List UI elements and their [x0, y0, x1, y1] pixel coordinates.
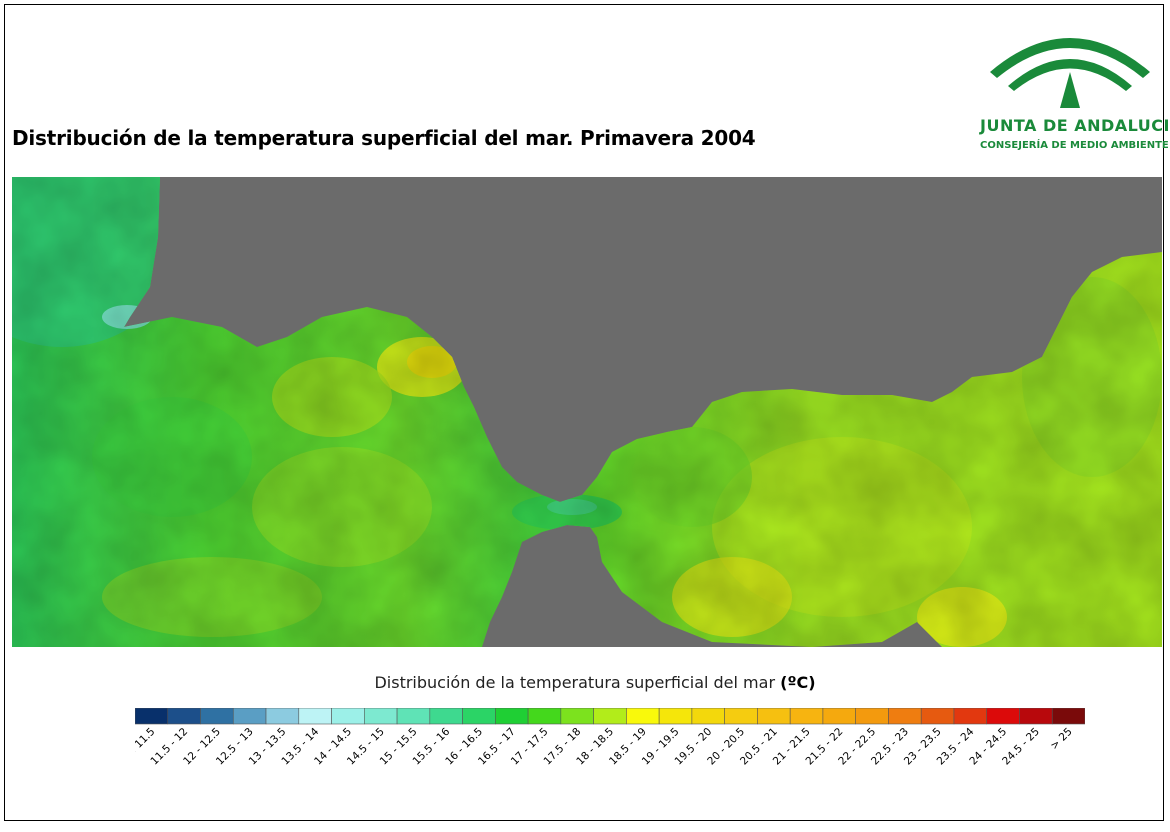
legend-unit: (ºC): [780, 673, 816, 692]
legend-swatch: [789, 707, 824, 725]
junta-de-andalucia-logo: JUNTA DE ANDALUCIA CONSEJERÍA DE MEDIO A…: [980, 12, 1170, 162]
legend-swatch: [462, 707, 496, 725]
legend-swatch: [298, 707, 332, 725]
legend-swatch: [724, 707, 758, 725]
legend-swatch: [626, 707, 660, 725]
legend-swatch: [495, 707, 529, 725]
legend-swatch: [167, 707, 201, 725]
legend-swatch: [888, 707, 922, 725]
legend-swatch: [134, 707, 169, 725]
legend-swatch: [986, 707, 1020, 725]
legend-swatch: [200, 707, 234, 725]
legend-swatch: [822, 707, 856, 725]
legend-swatch: [396, 707, 431, 725]
legend-swatch: [855, 707, 889, 725]
legend-label: > 25: [1048, 726, 1075, 753]
sea-temperature-map-svg: [12, 177, 1162, 647]
legend-swatch: [658, 707, 693, 725]
legend-swatch: [527, 707, 562, 725]
legend-swatch: [691, 707, 725, 725]
map-title: Distribución de la temperatura superfici…: [12, 126, 756, 150]
sea-temperature-map: [12, 177, 1162, 647]
legend-swatch: [757, 707, 791, 725]
legend-swatch: [560, 707, 594, 725]
temperature-legend: < 11.5 11.5 - 12 12 - 12.5 12.5 - 13 13 - 13…: [124, 707, 1086, 828]
legend-title-text: Distribución de la temperatura superfici…: [374, 673, 776, 692]
logo-org-name: JUNTA DE ANDALUCIA: [980, 116, 1170, 135]
legend-swatch: [429, 707, 463, 725]
legend-swatch: [920, 707, 955, 725]
legend-swatch: [331, 707, 365, 725]
legend-swatch: [953, 707, 988, 725]
legend-swatch: [1051, 707, 1086, 725]
legend-swatch: [364, 707, 398, 725]
legend-title: Distribución de la temperatura superfici…: [0, 673, 1170, 692]
map-frame: [4, 4, 1164, 821]
legend-swatch: [232, 707, 267, 725]
legend-swatch: [265, 707, 300, 725]
junta-de-andalucia-arch-logo-icon: [990, 38, 1150, 108]
logo-department: CONSEJERÍA DE MEDIO AMBIENTE: [980, 140, 1169, 151]
legend-swatch: [1019, 707, 1053, 725]
legend-swatch: [593, 707, 627, 725]
